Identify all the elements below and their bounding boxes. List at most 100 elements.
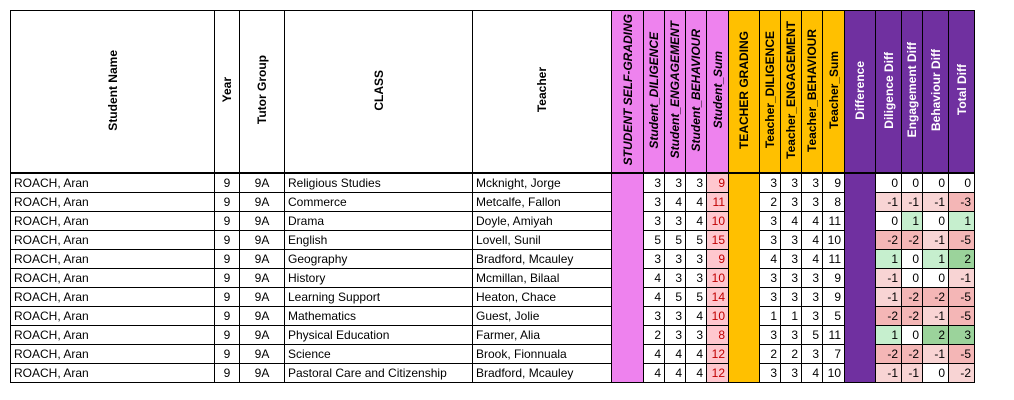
- cell-student-sum[interactable]: 11: [706, 192, 729, 212]
- header-diligence-diff[interactable]: Diligence Diff: [875, 10, 902, 174]
- cell-student-behaviour[interactable]: 4: [685, 211, 707, 231]
- cell-student-sum[interactable]: 12: [706, 363, 729, 383]
- header-student-behaviour[interactable]: Student_BEHAVIOUR: [685, 10, 707, 174]
- cell-student-diligence[interactable]: 4: [643, 268, 665, 288]
- cell-teacher-behaviour[interactable]: 3: [801, 344, 823, 364]
- cell-diligence-diff[interactable]: -1: [875, 268, 902, 288]
- cell-student-diligence[interactable]: 4: [643, 287, 665, 307]
- cell-teacher-behaviour[interactable]: 5: [801, 325, 823, 345]
- cell-tutor-group[interactable]: 9A: [239, 249, 285, 269]
- cell-total-diff[interactable]: -5: [948, 306, 975, 326]
- cell-behaviour-diff[interactable]: -2: [922, 287, 949, 307]
- cell-student-engagement[interactable]: 5: [664, 230, 686, 250]
- cell-total-diff[interactable]: -3: [948, 192, 975, 212]
- cell-teacher-diligence[interactable]: 3: [759, 268, 781, 288]
- cell-teacher-diligence[interactable]: 3: [759, 287, 781, 307]
- cell-year[interactable]: 9: [214, 249, 240, 269]
- cell-year[interactable]: 9: [214, 172, 240, 193]
- cell-teacher-engagement[interactable]: 3: [780, 172, 802, 193]
- cell-teacher[interactable]: Mcknight, Jorge: [472, 172, 612, 193]
- cell-tutor-group[interactable]: 9A: [239, 268, 285, 288]
- cell-teacher-sum[interactable]: 10: [822, 230, 845, 250]
- cell-teacher-sum[interactable]: 10: [822, 363, 845, 383]
- cell-tutor-group[interactable]: 9A: [239, 211, 285, 231]
- cell-diligence-diff[interactable]: -1: [875, 192, 902, 212]
- cell-engagement-diff[interactable]: -2: [901, 287, 923, 307]
- cell-student-sum[interactable]: 12: [706, 344, 729, 364]
- cell-student-engagement[interactable]: 3: [664, 211, 686, 231]
- cell-student-diligence[interactable]: 3: [643, 192, 665, 212]
- cell-student-sum[interactable]: 15: [706, 230, 729, 250]
- cell-student-behaviour[interactable]: 5: [685, 230, 707, 250]
- cell-total-diff[interactable]: 2: [948, 249, 975, 269]
- cell-year[interactable]: 9: [214, 363, 240, 383]
- cell-total-diff[interactable]: -2: [948, 363, 975, 383]
- cell-year[interactable]: 9: [214, 306, 240, 326]
- cell-year[interactable]: 9: [214, 211, 240, 231]
- cell-student-sum[interactable]: 9: [706, 172, 729, 193]
- cell-behaviour-diff[interactable]: 0: [922, 211, 949, 231]
- header-tutor-group[interactable]: Tutor Group: [239, 10, 285, 174]
- cell-tutor-group[interactable]: 9A: [239, 306, 285, 326]
- cell-teacher[interactable]: Lovell, Sunil: [472, 230, 612, 250]
- cell-teacher-diligence[interactable]: 3: [759, 363, 781, 383]
- cell-teacher[interactable]: Metcalfe, Fallon: [472, 192, 612, 212]
- cell-teacher-behaviour[interactable]: 3: [801, 172, 823, 193]
- cell-behaviour-diff[interactable]: 0: [922, 172, 949, 193]
- header-total-diff[interactable]: Total Diff: [948, 10, 975, 174]
- cell-tutor-group[interactable]: 9A: [239, 172, 285, 193]
- cell-tutor-group[interactable]: 9A: [239, 325, 285, 345]
- cell-engagement-diff[interactable]: 1: [901, 211, 923, 231]
- cell-tutor-group[interactable]: 9A: [239, 230, 285, 250]
- cell-student-behaviour[interactable]: 3: [685, 172, 707, 193]
- cell-teacher-engagement[interactable]: 3: [780, 287, 802, 307]
- cell-teacher-engagement[interactable]: 3: [780, 192, 802, 212]
- cell-teacher-behaviour[interactable]: 3: [801, 268, 823, 288]
- cell-year[interactable]: 9: [214, 192, 240, 212]
- header-behaviour-diff[interactable]: Behaviour Diff: [922, 10, 949, 174]
- cell-student-name[interactable]: ROACH, Aran: [10, 192, 215, 212]
- cell-student-behaviour[interactable]: 4: [685, 306, 707, 326]
- cell-student-diligence[interactable]: 4: [643, 363, 665, 383]
- cell-teacher-diligence[interactable]: 3: [759, 325, 781, 345]
- cell-teacher-behaviour[interactable]: 4: [801, 211, 823, 231]
- cell-total-diff[interactable]: 1: [948, 211, 975, 231]
- cell-student-diligence[interactable]: 3: [643, 249, 665, 269]
- cell-teacher-engagement[interactable]: 3: [780, 268, 802, 288]
- cell-teacher-diligence[interactable]: 4: [759, 249, 781, 269]
- cell-year[interactable]: 9: [214, 344, 240, 364]
- cell-class[interactable]: Physical Education: [284, 325, 473, 345]
- cell-engagement-diff[interactable]: 0: [901, 249, 923, 269]
- cell-tutor-group[interactable]: 9A: [239, 344, 285, 364]
- cell-behaviour-diff[interactable]: -1: [922, 306, 949, 326]
- cell-diligence-diff[interactable]: -1: [875, 287, 902, 307]
- cell-teacher-behaviour[interactable]: 4: [801, 249, 823, 269]
- header-year[interactable]: Year: [214, 10, 240, 174]
- cell-student-engagement[interactable]: 4: [664, 192, 686, 212]
- header-teacher[interactable]: Teacher: [472, 10, 612, 174]
- cell-student-behaviour[interactable]: 4: [685, 363, 707, 383]
- cell-engagement-diff[interactable]: -1: [901, 363, 923, 383]
- cell-teacher-engagement[interactable]: 3: [780, 363, 802, 383]
- cell-student-engagement[interactable]: 5: [664, 287, 686, 307]
- cell-teacher[interactable]: Heaton, Chace: [472, 287, 612, 307]
- cell-behaviour-diff[interactable]: 2: [922, 325, 949, 345]
- cell-behaviour-diff[interactable]: 0: [922, 268, 949, 288]
- cell-teacher-engagement[interactable]: 4: [780, 211, 802, 231]
- header-engagement-diff[interactable]: Engagement Diff: [901, 10, 923, 174]
- cell-teacher[interactable]: Farmer, Alia: [472, 325, 612, 345]
- cell-student-diligence[interactable]: 5: [643, 230, 665, 250]
- cell-student-diligence[interactable]: 4: [643, 344, 665, 364]
- cell-diligence-diff[interactable]: -1: [875, 363, 902, 383]
- cell-student-diligence[interactable]: 3: [643, 306, 665, 326]
- cell-teacher-sum[interactable]: 11: [822, 249, 845, 269]
- cell-behaviour-diff[interactable]: -1: [922, 230, 949, 250]
- cell-teacher[interactable]: Guest, Jolie: [472, 306, 612, 326]
- cell-class[interactable]: Religious Studies: [284, 172, 473, 193]
- cell-total-diff[interactable]: -5: [948, 230, 975, 250]
- cell-engagement-diff[interactable]: -2: [901, 230, 923, 250]
- cell-teacher[interactable]: Brook, Fionnuala: [472, 344, 612, 364]
- cell-student-behaviour[interactable]: 3: [685, 268, 707, 288]
- cell-student-engagement[interactable]: 4: [664, 363, 686, 383]
- cell-student-behaviour[interactable]: 3: [685, 249, 707, 269]
